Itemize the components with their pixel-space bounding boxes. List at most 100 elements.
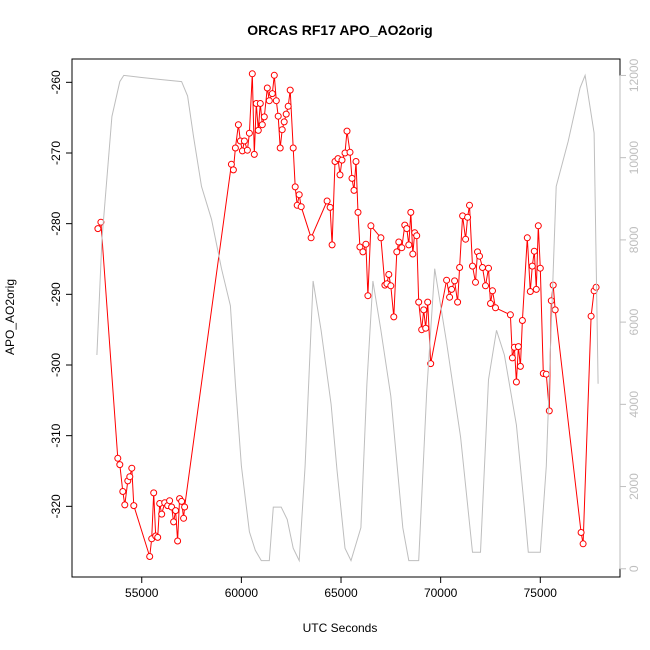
y2-tick-label: 0 (627, 565, 641, 572)
data-point (508, 354, 516, 362)
y-axis-label: APO_AO2orig (3, 279, 17, 355)
series-apo-ao2orig (94, 70, 600, 560)
data-point (270, 71, 278, 79)
y2-tick-label: 4000 (627, 391, 641, 418)
data-point (489, 287, 496, 295)
data-point (352, 158, 360, 165)
data-point (121, 501, 129, 509)
data-point (427, 360, 435, 368)
data-point (413, 232, 421, 240)
data-point (166, 497, 174, 505)
data-point (126, 473, 134, 481)
data-point (128, 464, 136, 472)
data-point (240, 137, 248, 145)
data-point (284, 102, 292, 110)
data-point (256, 100, 264, 107)
data-point (154, 533, 162, 541)
series-altitude (96, 73, 599, 563)
data-point (415, 298, 423, 306)
data-point (180, 514, 188, 522)
data-point (479, 264, 486, 271)
y-tick-label: -320 (49, 494, 63, 518)
data-point (350, 186, 358, 194)
data-point (420, 306, 428, 314)
data-point (289, 144, 297, 152)
data-point (536, 264, 544, 272)
data-point (356, 243, 364, 251)
y-tick-label: -310 (49, 423, 63, 447)
data-point (359, 248, 367, 256)
data-point (534, 222, 542, 230)
data-point (409, 250, 417, 258)
data-point (577, 529, 585, 536)
data-point (326, 203, 334, 211)
data-point (516, 362, 524, 370)
y-tick-label: -280 (49, 211, 63, 235)
x-tick-label: 70000 (424, 586, 458, 600)
x-tick-label: 75000 (524, 586, 558, 600)
data-point (523, 234, 531, 242)
data-point (254, 126, 262, 134)
data-point (348, 174, 356, 182)
x-tick-label: 65000 (324, 586, 358, 600)
data-point (547, 297, 555, 305)
data-point (234, 121, 242, 129)
data-point (526, 288, 534, 295)
data-point (476, 252, 483, 260)
data-point (472, 278, 479, 286)
data-point (354, 208, 362, 216)
data-point (258, 121, 266, 129)
axis-layer: 55000 60000 65000 70000 75000-320-310-300-29… (49, 58, 641, 600)
series-line (96, 73, 599, 563)
data-point (286, 86, 294, 94)
data-point (393, 248, 401, 256)
x-tick-label: 55000 (125, 586, 159, 600)
data-point (346, 148, 354, 156)
data-point (456, 264, 464, 271)
data-point (390, 313, 398, 321)
data-point (150, 489, 158, 497)
data-point (114, 454, 122, 462)
data-point (377, 234, 385, 242)
data-point (451, 277, 459, 285)
data-point (367, 222, 375, 230)
y2-tick-label: 6000 (627, 308, 641, 335)
data-point (97, 218, 105, 226)
data-point (119, 488, 127, 495)
x-tick-label: 60000 (225, 586, 259, 600)
data-point (181, 503, 189, 511)
data-point (407, 208, 415, 216)
data-point (248, 70, 256, 78)
y2-tick-label: 12000 (627, 58, 641, 92)
data-point (250, 150, 258, 158)
data-point (587, 312, 595, 320)
data-point (422, 324, 430, 332)
data-point (280, 118, 288, 126)
data-point (385, 271, 393, 278)
data-point (278, 126, 286, 134)
data-point (295, 191, 303, 199)
data-point (362, 240, 370, 248)
data-point (443, 276, 451, 284)
data-point (514, 343, 522, 351)
data-point (178, 497, 186, 505)
y-tick-label: -290 (49, 282, 63, 306)
data-point (146, 553, 154, 560)
chart-title: ORCAS RF17 APO_AO2orig (247, 22, 432, 38)
y-tick-label: -300 (49, 353, 63, 377)
data-point (405, 241, 413, 249)
data-point (291, 183, 299, 191)
data-point (487, 300, 494, 307)
data-point (518, 317, 526, 324)
data-point (485, 264, 492, 272)
data-point (170, 518, 178, 526)
data-point (343, 127, 351, 135)
data-point (512, 378, 520, 386)
data-point (130, 502, 138, 510)
data-point (492, 304, 499, 312)
data-point (297, 203, 305, 211)
data-point (403, 225, 411, 233)
data-point (454, 298, 462, 306)
data-point (364, 292, 372, 300)
data-point (323, 197, 331, 205)
